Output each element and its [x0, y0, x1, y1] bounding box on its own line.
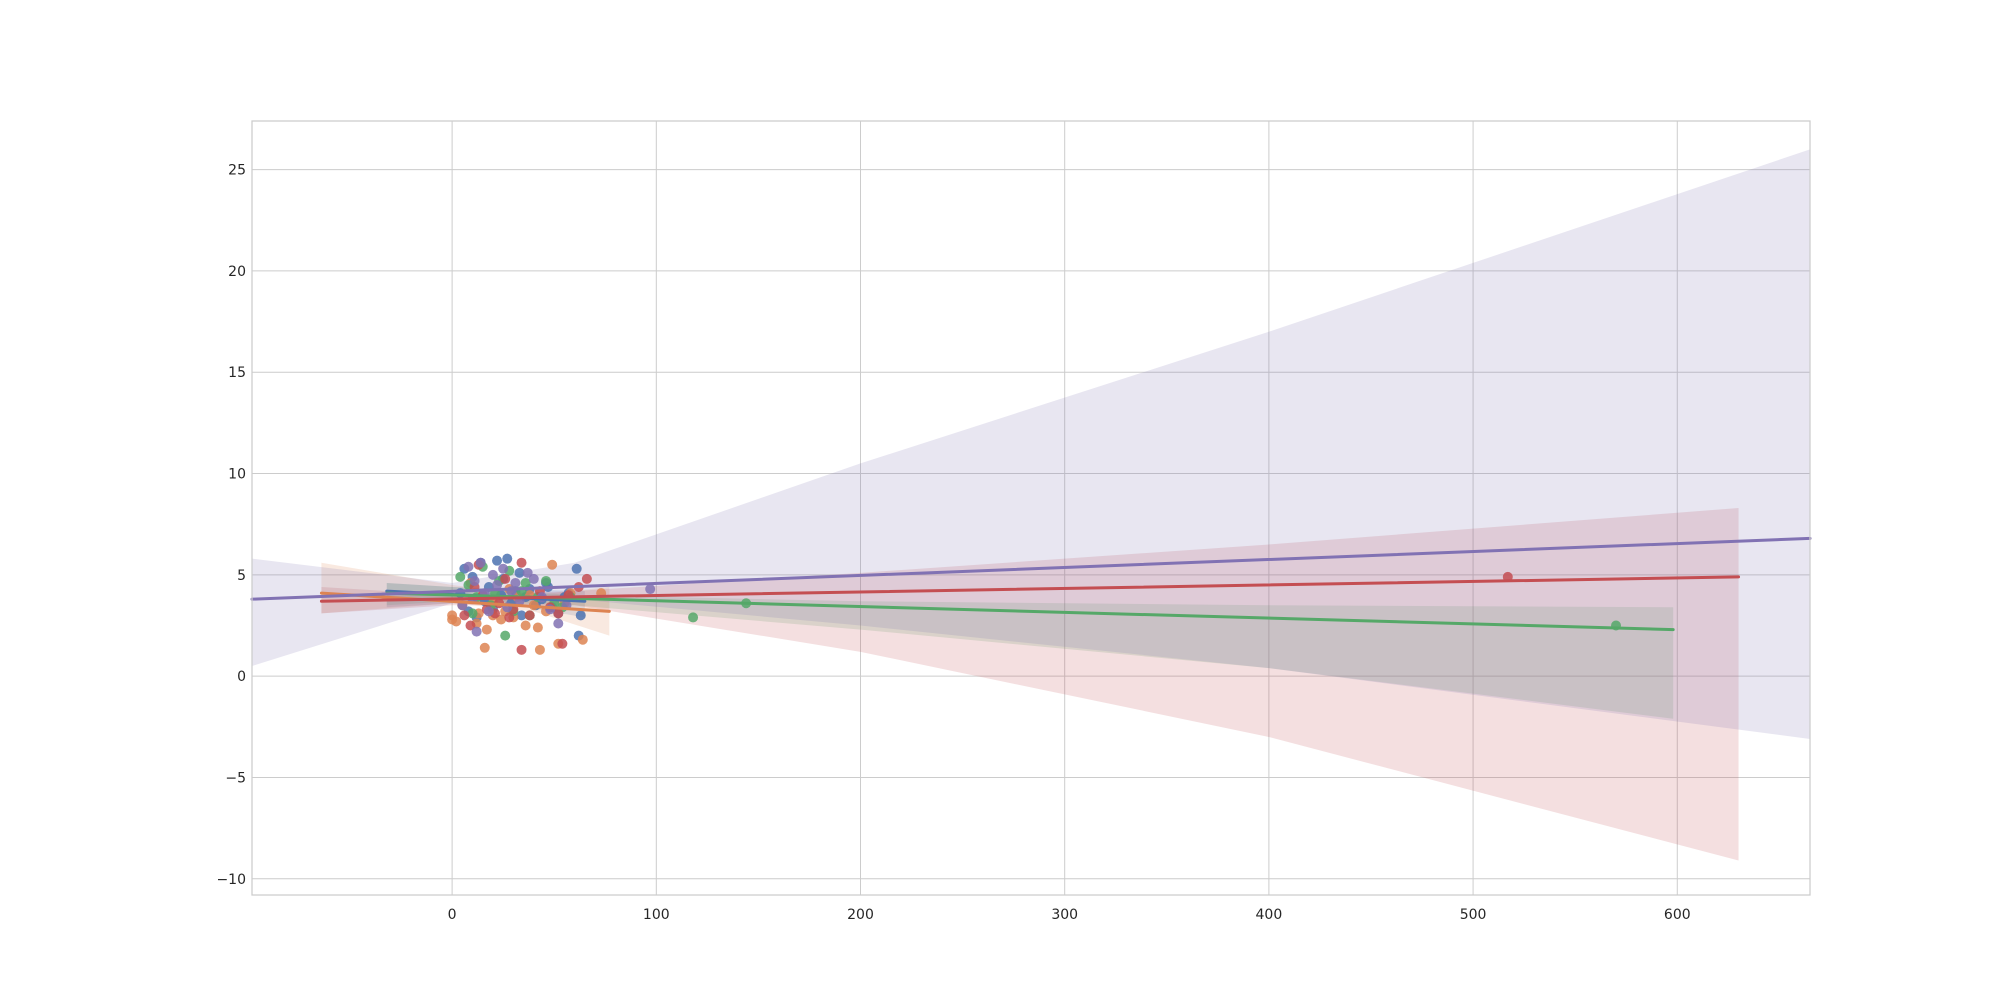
x-tick-label: 500: [1460, 907, 1487, 923]
scatter-point-series-0: [571, 563, 582, 574]
regression-line-series-4: [250, 536, 1812, 601]
scatter-point-series-3: [524, 610, 535, 621]
x-tick-label: 100: [643, 907, 670, 923]
scatter-point-series-3: [504, 612, 515, 623]
scatter-point-series-2: [688, 612, 699, 623]
scatter-point-series-4: [475, 557, 486, 568]
scatter-point-series-0: [514, 567, 525, 578]
scatter-point-series-3: [581, 573, 592, 584]
scatter-point-series-4: [522, 567, 533, 578]
scatter-point-series-0: [492, 555, 503, 566]
y-axis-ticks: −10 −5 0 5 10 15 20 25: [216, 163, 246, 888]
scatter-point-series-4: [469, 575, 480, 586]
x-axis-ticks: 0 100 200 300 400 500 600: [448, 907, 1691, 923]
scatter-point-series-4: [483, 606, 494, 617]
scatter-point-series-4: [463, 561, 474, 572]
scatter-point-series-1: [479, 642, 490, 653]
scatter-point-series-3: [553, 608, 564, 619]
x-tick-label: 300: [1051, 907, 1078, 923]
scatter-point-series-4: [471, 626, 482, 637]
scatter-point-series-1: [451, 616, 462, 627]
confidence-band-series-2: [386, 582, 1674, 719]
scatter-point-series-1: [534, 644, 545, 655]
scatter-point-series-2: [541, 575, 552, 586]
regression-line-series-3: [319, 575, 1741, 603]
scatter-point-series-4: [645, 584, 656, 595]
scatter-point-series-4: [528, 573, 539, 584]
scatter-point-series-3: [465, 620, 476, 631]
y-tick-label: 5: [237, 568, 246, 584]
regression-lines: [250, 536, 1812, 632]
y-tick-label: 25: [228, 163, 246, 179]
scatter-point-series-4: [487, 569, 498, 580]
scatter-point-series-1: [547, 559, 558, 570]
x-tick-label: 400: [1256, 907, 1283, 923]
scatter-point-series-4: [553, 618, 564, 629]
scatter-point-series-4: [498, 563, 509, 574]
scatter-point-series-3: [459, 610, 470, 621]
regression-line-series-2: [385, 591, 1675, 632]
scatter-point-series-1: [481, 624, 492, 635]
scatter-point-series-2: [467, 608, 478, 619]
scatter-point-series-2: [520, 577, 531, 588]
y-tick-label: −5: [225, 770, 246, 786]
plot-frame: [251, 120, 1811, 896]
y-tick-label: 15: [228, 365, 246, 381]
confidence-band-series-4: [252, 149, 1810, 739]
x-tick-label: 0: [448, 907, 457, 923]
scatter-point-series-4: [492, 579, 503, 590]
scatter-point-series-0: [502, 553, 513, 564]
scatter-point-series-3: [516, 557, 527, 568]
scatter-point-series-1: [496, 614, 507, 625]
y-tick-label: −10: [216, 872, 246, 888]
y-tick-label: 20: [228, 264, 246, 280]
scatter-point-series-1: [520, 620, 531, 631]
scatter-point-series-1: [532, 622, 543, 633]
y-tick-label: 0: [237, 669, 246, 685]
scatter-point-series-0: [516, 610, 527, 621]
scatter-point-series-3: [557, 638, 568, 649]
scatter-point-series-0: [575, 610, 586, 621]
confidence-bands: [252, 149, 1810, 861]
y-tick-label: 10: [228, 467, 246, 483]
scatter-point-series-1: [577, 634, 588, 645]
x-tick-label: 200: [847, 907, 874, 923]
scatter-point-series-3: [516, 644, 527, 655]
x-tick-label: 600: [1664, 907, 1691, 923]
regression-line-series-1: [319, 591, 611, 613]
scatter-point-series-4: [510, 577, 521, 588]
scatter-point-series-2: [455, 571, 466, 582]
scatter-point-series-3: [500, 573, 511, 584]
scatter-point-series-2: [500, 630, 511, 641]
